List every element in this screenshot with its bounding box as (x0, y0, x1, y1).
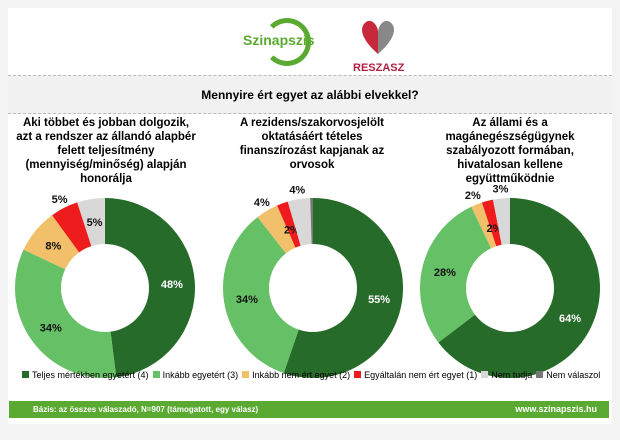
data-label: 8% (45, 240, 61, 252)
question-header: Mennyire ért egyet az alábbi elvekkel? (8, 75, 612, 114)
data-label: 34% (236, 294, 258, 306)
legend: Teljes mértékben egyetért (4) Inkább egy… (22, 370, 602, 380)
donut-slice (420, 206, 492, 343)
donut-slice (77, 198, 105, 247)
data-label: 2% (465, 190, 481, 202)
donut-chart-1: 48% 34% 8% 5% 5% (14, 194, 196, 378)
donut-slice (492, 198, 510, 245)
question-title: Mennyire ért egyet az alábbi elvekkel? (201, 87, 419, 102)
footer: Bázis: az összes válaszadó, N=907 (támog… (9, 401, 609, 418)
data-label: 4% (289, 184, 305, 196)
donut-slice (223, 217, 299, 374)
donut-slice (52, 202, 92, 253)
donut-slice (287, 198, 312, 246)
reszasz-logo: RESZASZ (353, 16, 404, 74)
data-label: 48% (161, 279, 183, 291)
donut-chart-2: 55%34%4%2%4% (223, 184, 403, 378)
website-link[interactable]: www.szinapszis.hu (515, 404, 597, 414)
donut-slice (283, 198, 403, 378)
chart-title-1: Aki többet és jobban dolgozik, azt a ren… (16, 117, 196, 185)
chart-title-2: A rezidens/szakorvosjelölt oktatásáért t… (239, 117, 385, 171)
data-label: 5% (87, 217, 103, 229)
donut-slice (310, 198, 313, 245)
data-label: 28% (434, 267, 456, 279)
chart-title-3: Az állami és a magánegészségügynek szabá… (445, 117, 575, 185)
data-label: 5% (52, 194, 68, 206)
donut-slice (277, 201, 301, 248)
szinapszis-logo: Szinapszis (243, 18, 315, 68)
donut-chart-3: 64%28%2%2%3% (420, 183, 600, 378)
data-label: 3% (493, 183, 509, 195)
data-label: 55% (368, 294, 390, 306)
data-label: 34% (40, 322, 62, 334)
legend-item: Nem tudja (481, 370, 532, 380)
legend-item: Egyáltalán nem ért egyet (1) (354, 370, 477, 380)
donut-slice (105, 198, 196, 378)
data-label: 4% (254, 197, 270, 209)
legend-item: Inkább nem ért egyet (2) (242, 370, 350, 380)
legend-item: Nem válaszol (536, 370, 600, 380)
donut-slice (23, 215, 80, 270)
base-note: Bázis: az összes válaszadó, N=907 (támog… (33, 405, 259, 414)
donut-slice (438, 198, 600, 378)
slide: Szinapszis RESZASZ Mennyire ért egyet az… (8, 8, 612, 424)
legend-item: Inkább egyetért (3) (152, 370, 238, 380)
logos: Szinapszis RESZASZ (8, 12, 612, 74)
donut-slice (257, 205, 296, 254)
data-label: 64% (559, 313, 581, 325)
donut-slice (14, 249, 117, 378)
donut-slice (471, 202, 497, 249)
legend-item: Teljes mértékben egyetért (4) (22, 370, 149, 380)
donut-slice (481, 199, 502, 247)
